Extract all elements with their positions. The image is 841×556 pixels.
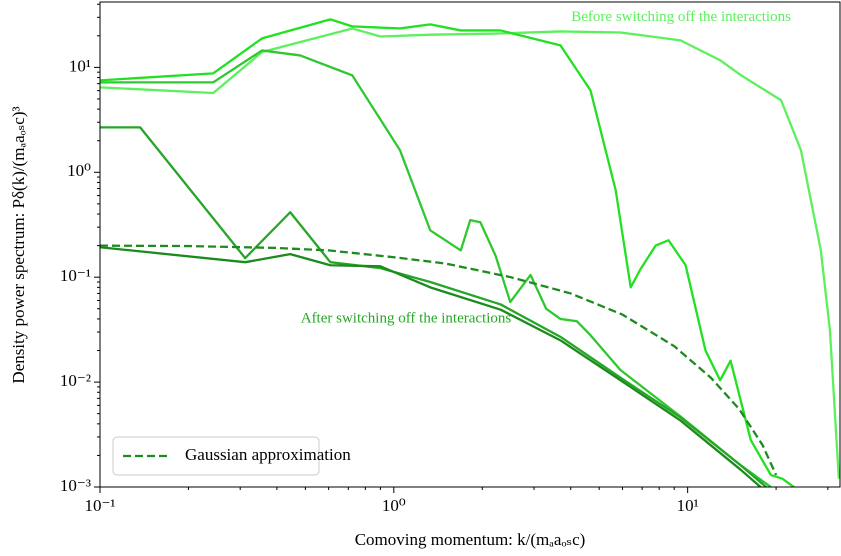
series-line — [100, 126, 767, 487]
y-tick-label: 10⁻³ — [60, 476, 91, 495]
y-tick-label: 10¹ — [69, 56, 91, 75]
x-tick-label: 10⁻¹ — [84, 496, 115, 515]
x-tick-label: 10⁰ — [382, 496, 406, 515]
series-line — [100, 244, 778, 476]
series-line — [100, 18, 795, 487]
annotation: After switching off the interactions — [301, 310, 512, 326]
y-tick-label: 10⁻² — [60, 371, 91, 390]
series-line — [100, 49, 772, 487]
y-tick-label: 10⁰ — [67, 161, 91, 180]
x-tick-label: 10¹ — [677, 496, 699, 515]
plot-frame — [99, 1, 841, 488]
legend-label: Gaussian approximation — [185, 445, 351, 464]
y-tick-label: 10⁻¹ — [60, 266, 91, 285]
y-axis-label: Density power spectrum: Pδ(k)/(mₐaₒₛc)³ — [9, 106, 28, 383]
legend-box — [112, 436, 320, 476]
series-line — [100, 246, 762, 487]
series-line — [100, 27, 840, 479]
x-axis-label: Comoving momentum: k/(mₐaₒₛc) — [355, 530, 586, 549]
annotation: Before switching off the interactions — [571, 9, 791, 25]
plot-lines — [100, 18, 840, 487]
